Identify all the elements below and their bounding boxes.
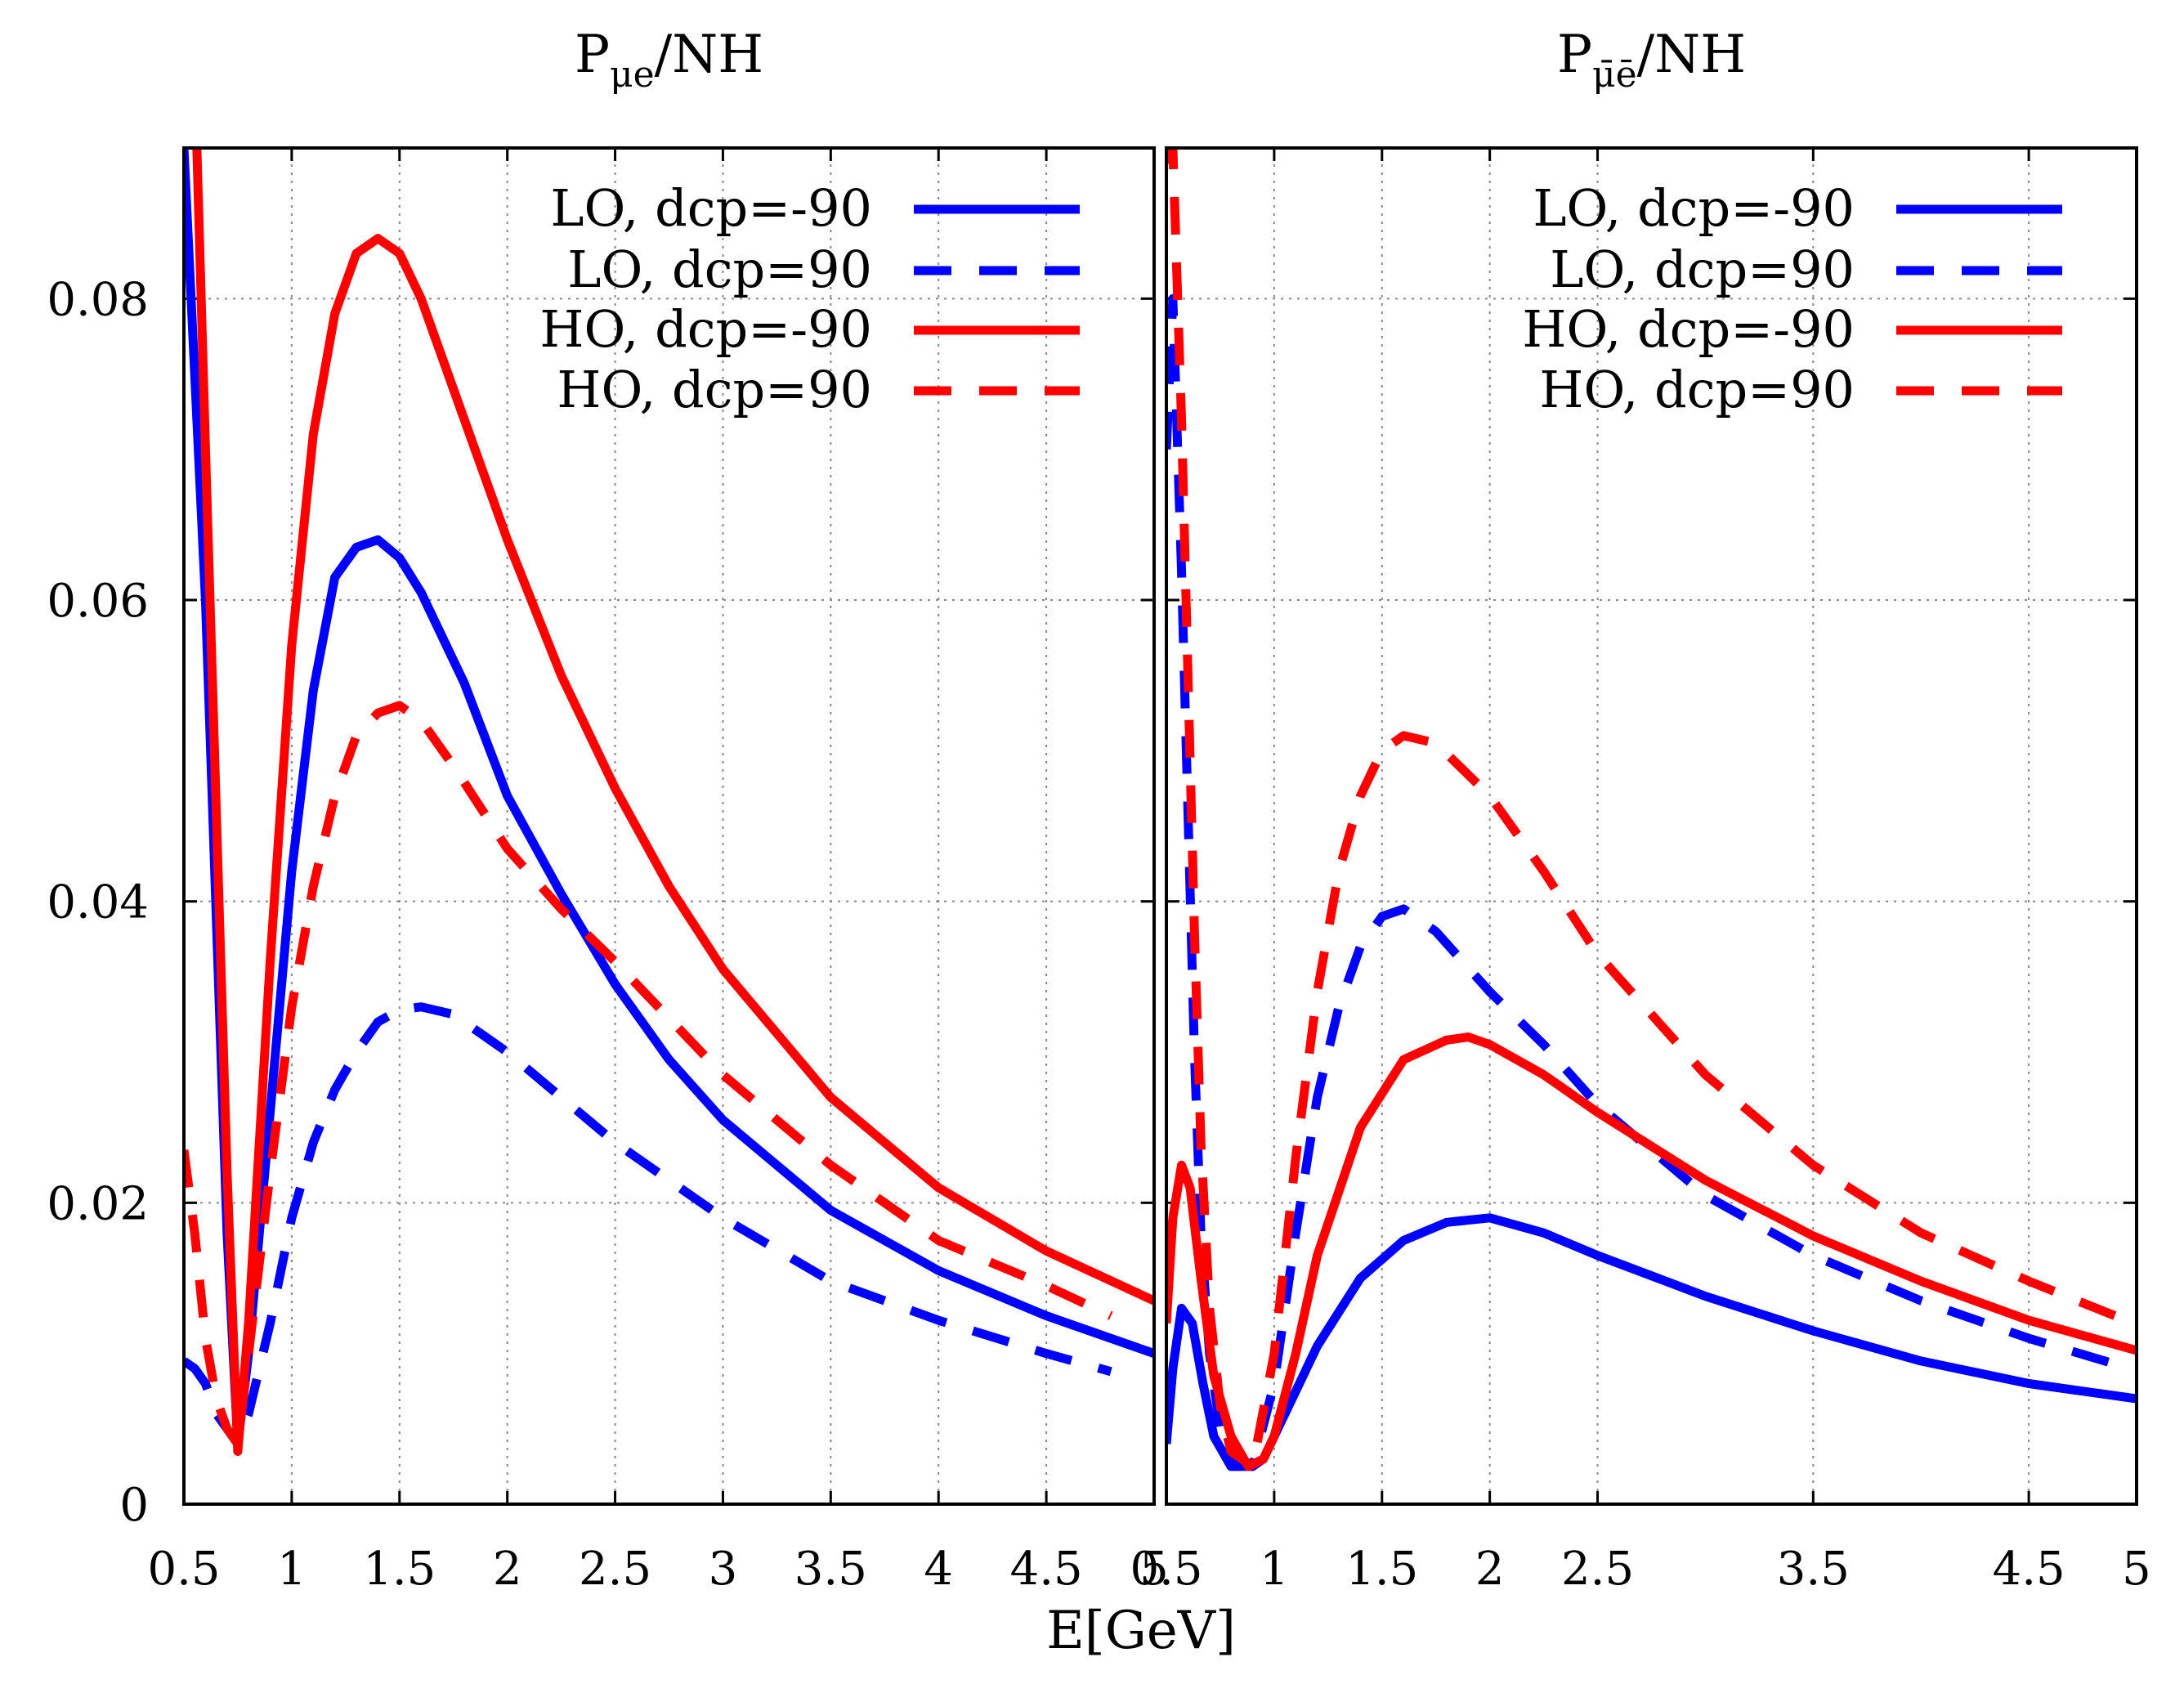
x-tick-label: 1 xyxy=(277,1543,307,1596)
legend-label: HO, dcp=-90 xyxy=(539,299,872,359)
y-tick-label: 0.02 xyxy=(47,1177,149,1230)
series-layer xyxy=(1166,148,2137,1471)
legend-label: LO, dcp=90 xyxy=(1550,240,1855,299)
series-line-ho-solid xyxy=(192,148,1154,1456)
series-layer xyxy=(184,148,1154,1456)
x-tick-label: 3 xyxy=(709,1543,738,1596)
y-tick-label: 0.04 xyxy=(47,876,149,929)
panels-layer: 0.5 1 1.5 2 2.5 3 3.5 4 4.5 5 0 0.02 0.04 0.06 0.08 LO,… xyxy=(47,25,2151,1596)
x-tick-label: 4.5 xyxy=(1993,1543,2065,1596)
legend-label: LO, dcp=-90 xyxy=(550,178,872,238)
x-axis-label: E[GeV] xyxy=(1046,1601,1236,1661)
x-tick-label: 1.5 xyxy=(363,1543,436,1596)
x-tick-label: 2 xyxy=(1475,1543,1505,1596)
series-line-ho-solid xyxy=(1166,1032,2137,1471)
y-tick-label: 0 xyxy=(119,1479,149,1532)
x-tick-label: 1 xyxy=(1260,1543,1289,1596)
x-tick-label: 5 xyxy=(2122,1543,2151,1596)
panel-title: Pμ̄ē/NH xyxy=(1557,25,1746,96)
panel-1: 0.5 1 1.5 2 2.5 3 3.5 4 4.5 5 0 0.02 0.04 0.06 0.08 LO,… xyxy=(47,25,1169,1596)
legend-label: LO, dcp=90 xyxy=(567,240,872,299)
x-tick-label: 2.5 xyxy=(579,1543,651,1596)
x-tick-label: 5 xyxy=(1139,1543,1169,1596)
y-tick-label: 0.06 xyxy=(47,575,149,628)
x-tick-label: 3.5 xyxy=(794,1543,867,1596)
x-tick-label: 4.5 xyxy=(1010,1543,1083,1596)
x-tick-label: 4 xyxy=(924,1543,953,1596)
x-tick-label: 2.5 xyxy=(1561,1543,1634,1596)
legend-label: HO, dcp=90 xyxy=(1539,360,1855,419)
legend-label: LO, dcp=-90 xyxy=(1533,178,1855,238)
x-tick-label: 3.5 xyxy=(1777,1543,1850,1596)
plot-frame xyxy=(182,146,1156,1506)
legend-label: HO, dcp=90 xyxy=(557,360,872,419)
x-tick-label: 0.5 xyxy=(1130,1543,1202,1596)
x-tick-label: 1.5 xyxy=(1345,1543,1418,1596)
series-line-lo-solid xyxy=(1166,1213,2137,1471)
y-tick-label: 0.08 xyxy=(47,273,149,326)
x-tick-label: 2 xyxy=(493,1543,522,1596)
series-line-ho-dashed xyxy=(184,701,1113,1449)
x-tick-label: 0.5 xyxy=(147,1543,220,1596)
panel-title: Pμe/NH xyxy=(575,25,763,96)
legend-label: HO, dcp=-90 xyxy=(1522,299,1855,359)
plot-frame xyxy=(1165,146,2138,1506)
